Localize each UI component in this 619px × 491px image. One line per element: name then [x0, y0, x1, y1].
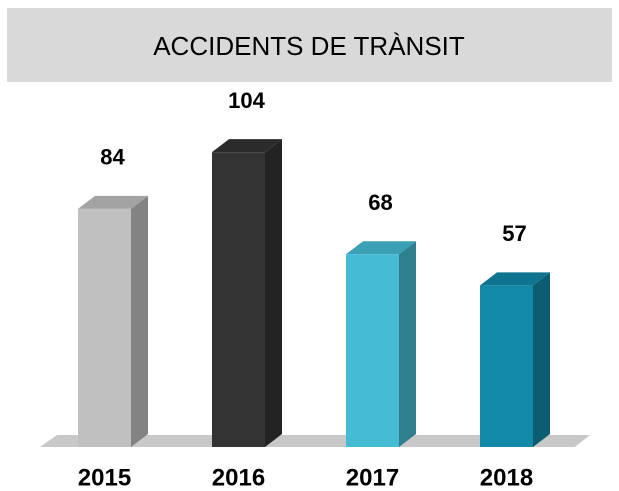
value-label: 104 [228, 88, 265, 113]
x-tick-label: 2017 [346, 464, 399, 491]
bar-side [533, 272, 550, 447]
x-tick-label: 2015 [78, 464, 131, 491]
bar-top [346, 241, 416, 255]
bar-top [212, 139, 282, 153]
chart-title: ACCIDENTS DE TRÀNSIT [153, 31, 465, 61]
bar-front [480, 285, 533, 447]
value-label: 84 [100, 145, 125, 170]
value-label: 68 [368, 190, 392, 215]
x-tick-label: 2018 [480, 464, 533, 491]
bar-front [346, 254, 399, 447]
bar-top [78, 195, 148, 209]
floor [40, 435, 590, 447]
bar-side [399, 241, 416, 447]
x-tick-label: 2016 [212, 464, 265, 491]
bar [480, 272, 550, 447]
bar-top [480, 272, 550, 286]
bar-side [131, 195, 148, 447]
bar [346, 241, 416, 447]
value-label: 57 [502, 221, 526, 246]
bar-side [265, 139, 282, 447]
bar-front [212, 152, 265, 447]
bar [212, 139, 282, 447]
title-band [7, 8, 612, 82]
bar [78, 195, 148, 447]
bar-front [78, 208, 131, 447]
